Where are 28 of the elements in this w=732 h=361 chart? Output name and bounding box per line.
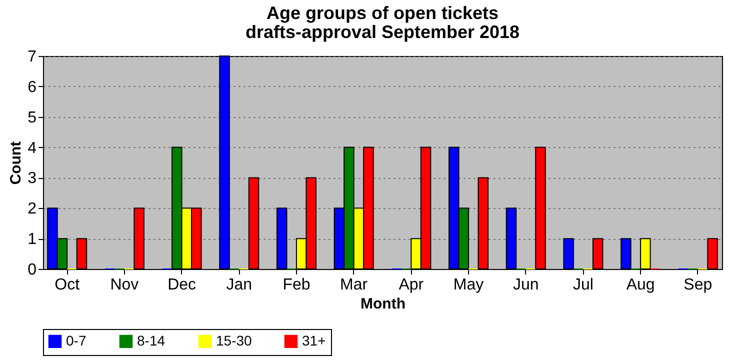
y-tick-label: 1 xyxy=(28,231,37,248)
legend-label: 31+ xyxy=(302,332,326,348)
x-tick-label: Mar xyxy=(340,276,368,294)
x-tick-label: Feb xyxy=(282,276,310,294)
x-axis-title: Month xyxy=(360,296,406,312)
x-tick-label: Jan xyxy=(226,276,252,294)
x-tick-label: May xyxy=(453,276,484,294)
x-tick-label: Sep xyxy=(684,276,712,294)
y-tick-label: 6 xyxy=(28,78,37,96)
y-tick-label: 3 xyxy=(28,170,37,188)
x-tick-label: Apr xyxy=(398,276,424,294)
chart-title: Age groups of open tickets xyxy=(266,3,499,23)
x-tick-label: Jul xyxy=(572,276,594,294)
x-tick-label: Oct xyxy=(54,276,80,294)
y-axis-title: Count xyxy=(8,141,25,185)
x-tick-label: Dec xyxy=(168,276,196,294)
y-tick-label: 0 xyxy=(28,262,37,278)
y-tick-label: 5 xyxy=(28,109,37,126)
x-tick-label: Aug xyxy=(626,276,655,294)
legend-label: 0-7 xyxy=(66,332,86,348)
legend-label: 8-14 xyxy=(137,332,166,348)
legend-label: 15-30 xyxy=(216,332,252,348)
chart-subtitle: drafts-approval September 2018 xyxy=(245,22,520,42)
x-tick-label: Nov xyxy=(110,276,139,294)
x-tick-label: Jun xyxy=(512,276,539,294)
y-tick-label: 7 xyxy=(28,48,37,66)
y-tick-label: 4 xyxy=(28,140,37,157)
y-tick-label: 2 xyxy=(28,200,37,218)
